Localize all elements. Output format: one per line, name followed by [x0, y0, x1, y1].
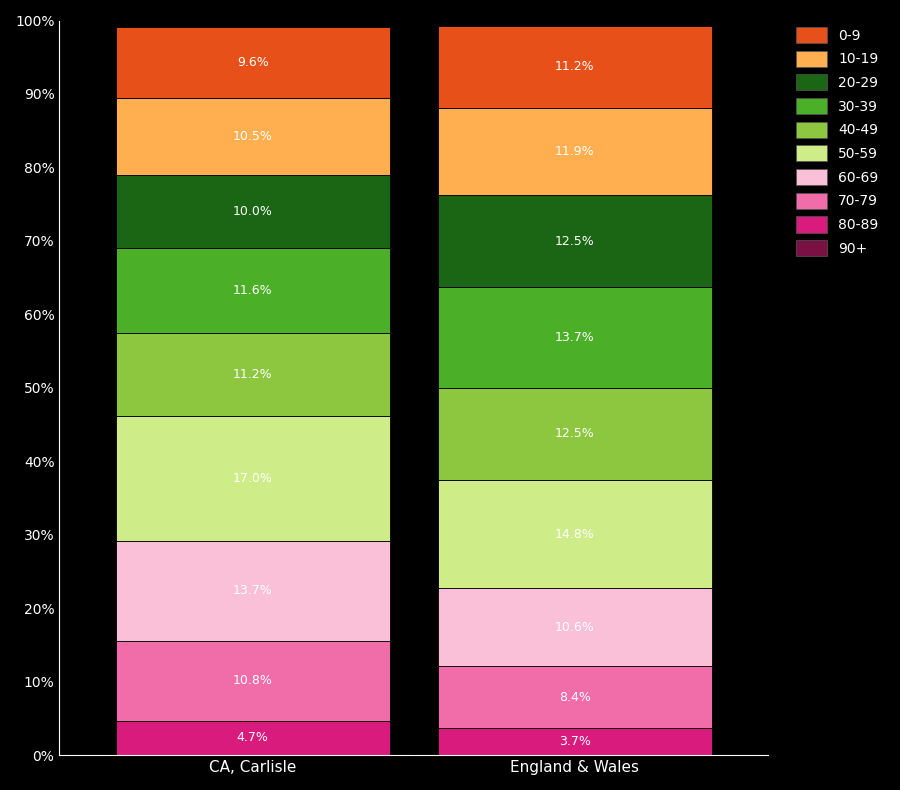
Text: 11.2%: 11.2%: [555, 60, 595, 73]
Bar: [438, 666, 712, 728]
Text: 10.5%: 10.5%: [233, 130, 273, 143]
Legend: 0-9, 10-19, 20-29, 30-39, 40-49, 50-59, 60-69, 70-79, 80-89, 90+: 0-9, 10-19, 20-29, 30-39, 40-49, 50-59, …: [789, 20, 886, 263]
Text: 11.9%: 11.9%: [555, 145, 595, 158]
Bar: [116, 175, 390, 248]
Bar: [116, 540, 390, 641]
Bar: [438, 25, 712, 108]
Text: 12.5%: 12.5%: [555, 235, 595, 248]
Bar: [438, 288, 712, 388]
Bar: [438, 388, 712, 480]
Text: 10.0%: 10.0%: [233, 205, 273, 218]
Text: 17.0%: 17.0%: [233, 472, 273, 485]
Text: 11.2%: 11.2%: [233, 368, 273, 381]
Text: 13.7%: 13.7%: [555, 331, 595, 344]
Bar: [116, 333, 390, 416]
Text: 14.8%: 14.8%: [555, 528, 595, 540]
Text: 12.5%: 12.5%: [555, 427, 595, 440]
Text: 13.7%: 13.7%: [233, 585, 273, 597]
Bar: [438, 728, 712, 755]
Bar: [116, 641, 390, 720]
Text: 9.6%: 9.6%: [237, 56, 268, 69]
Text: 3.7%: 3.7%: [559, 735, 591, 748]
Text: 11.6%: 11.6%: [233, 284, 273, 297]
Bar: [116, 416, 390, 540]
Bar: [438, 108, 712, 195]
Bar: [116, 248, 390, 333]
Bar: [116, 720, 390, 755]
Text: 8.4%: 8.4%: [559, 690, 591, 704]
Text: 10.8%: 10.8%: [233, 675, 273, 687]
Bar: [438, 195, 712, 288]
Bar: [116, 27, 390, 98]
Text: 10.6%: 10.6%: [555, 621, 595, 634]
Text: 4.7%: 4.7%: [237, 732, 268, 744]
Bar: [438, 589, 712, 666]
Bar: [438, 480, 712, 589]
Bar: [116, 98, 390, 175]
